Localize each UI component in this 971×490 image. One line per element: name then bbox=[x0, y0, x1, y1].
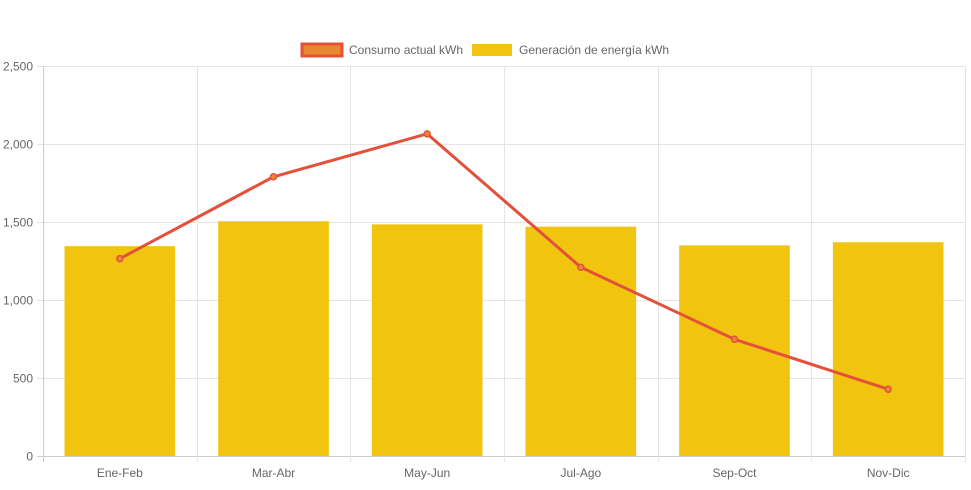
consumption-point-jul-ago bbox=[577, 263, 585, 271]
grid-layer bbox=[37, 66, 966, 462]
bar-ene-feb bbox=[64, 246, 176, 456]
bar-jul-ago bbox=[525, 226, 637, 456]
x-tick-label: Jul-Ago bbox=[560, 466, 601, 480]
legend-label-consumption: Consumo actual kWh bbox=[349, 43, 463, 57]
consumption-point-sep-oct bbox=[730, 335, 739, 344]
x-tick-label: Ene-Feb bbox=[97, 466, 143, 480]
consumption-line bbox=[118, 132, 890, 391]
consumption-point-may-jun bbox=[423, 130, 431, 138]
legend-label-generation: Generación de energía kWh bbox=[519, 43, 669, 57]
y-tick-label: 2,500 bbox=[3, 60, 33, 74]
consumption-point-nov-dic bbox=[884, 385, 892, 393]
y-tick-label: 0 bbox=[26, 450, 33, 464]
x-tick-label: May-Jun bbox=[404, 466, 450, 480]
legend-swatch-consumption bbox=[300, 42, 344, 58]
x-tick-label: Nov-Dic bbox=[867, 466, 910, 480]
y-tick-label: 1,000 bbox=[3, 294, 33, 308]
bar-may-jun bbox=[371, 224, 483, 456]
x-tick-label: Mar-Abr bbox=[252, 466, 295, 480]
bars-layer bbox=[64, 221, 944, 456]
x-tick-label: Sep-Oct bbox=[712, 466, 757, 480]
bar-mar-abr bbox=[218, 221, 329, 456]
legend-swatch-generation bbox=[472, 44, 512, 56]
y-tick-label: 2,000 bbox=[3, 138, 33, 152]
legend: Consumo actual kWh Generación de energía … bbox=[300, 42, 669, 58]
y-tick-label: 500 bbox=[13, 372, 33, 386]
line-layer bbox=[116, 130, 892, 393]
axes-layer: 0 500 1,000 1,500 2,000 2,500 Ene-Feb Mar-Abr Ma… bbox=[3, 60, 910, 481]
y-tick-label: 1,500 bbox=[3, 216, 33, 230]
bar-nov-dic bbox=[832, 242, 944, 456]
consumption-point-ene-feb bbox=[116, 254, 124, 263]
consumption-point-mar-abr bbox=[269, 173, 278, 181]
